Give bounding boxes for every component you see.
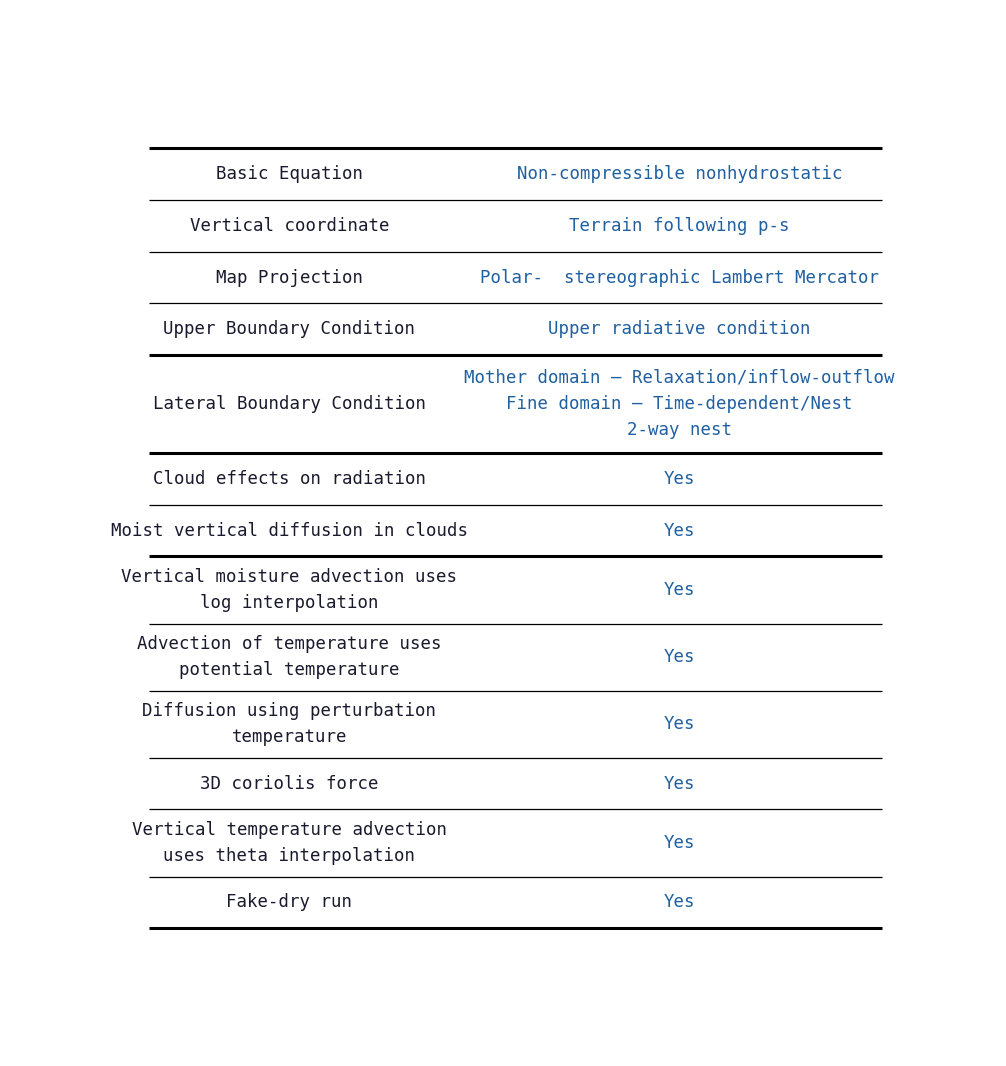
Text: Yes: Yes <box>664 470 695 488</box>
Text: Advection of temperature uses
potential temperature: Advection of temperature uses potential … <box>137 635 442 679</box>
Text: Upper Boundary Condition: Upper Boundary Condition <box>164 320 415 338</box>
Text: 3D coriolis force: 3D coriolis force <box>200 775 378 793</box>
Text: Yes: Yes <box>664 648 695 666</box>
Text: Yes: Yes <box>664 775 695 793</box>
Text: Yes: Yes <box>664 893 695 911</box>
Text: Map Projection: Map Projection <box>216 269 363 287</box>
Text: Diffusion using perturbation
temperature: Diffusion using perturbation temperature <box>143 702 437 746</box>
Text: Upper radiative condition: Upper radiative condition <box>548 320 811 338</box>
Text: Polar-  stereographic Lambert Mercator: Polar- stereographic Lambert Mercator <box>480 269 879 287</box>
Text: Vertical moisture advection uses
log interpolation: Vertical moisture advection uses log int… <box>122 568 458 612</box>
Text: Cloud effects on radiation: Cloud effects on radiation <box>153 470 426 488</box>
Text: Mother domain – Relaxation/inflow-outflow
Fine domain – Time-dependent/Nest
2-wa: Mother domain – Relaxation/inflow-outflo… <box>464 369 894 439</box>
Text: Yes: Yes <box>664 581 695 599</box>
Text: Vertical coordinate: Vertical coordinate <box>190 216 389 235</box>
Text: Yes: Yes <box>664 715 695 733</box>
Text: Non-compressible nonhydrostatic: Non-compressible nonhydrostatic <box>516 165 842 183</box>
Text: Terrain following p-s: Terrain following p-s <box>569 216 790 235</box>
Text: Yes: Yes <box>664 521 695 539</box>
Text: Yes: Yes <box>664 834 695 852</box>
Text: Vertical temperature advection
uses theta interpolation: Vertical temperature advection uses thet… <box>132 821 447 866</box>
Text: Lateral Boundary Condition: Lateral Boundary Condition <box>153 395 426 413</box>
Text: Fake-dry run: Fake-dry run <box>226 893 352 911</box>
Text: Basic Equation: Basic Equation <box>216 165 363 183</box>
Text: Moist vertical diffusion in clouds: Moist vertical diffusion in clouds <box>111 521 468 539</box>
